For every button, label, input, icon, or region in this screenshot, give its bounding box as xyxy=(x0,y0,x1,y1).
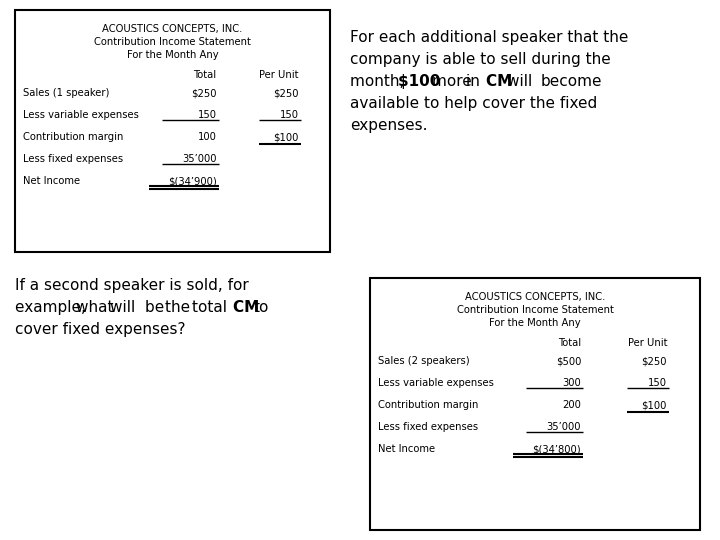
Text: Per Unit: Per Unit xyxy=(259,70,299,80)
Text: month,: month, xyxy=(350,74,409,89)
Text: 200: 200 xyxy=(562,400,581,410)
Text: Contribution Income Statement: Contribution Income Statement xyxy=(456,305,613,315)
Text: 150: 150 xyxy=(648,378,667,388)
Text: will: will xyxy=(110,300,140,315)
Text: Less variable expenses: Less variable expenses xyxy=(23,110,139,120)
Text: will: will xyxy=(507,74,537,89)
Text: example,: example, xyxy=(15,300,91,315)
Text: Total: Total xyxy=(194,70,217,80)
Text: cover fixed expenses?: cover fixed expenses? xyxy=(15,322,186,337)
Text: be: be xyxy=(145,300,168,315)
Text: CM: CM xyxy=(233,300,265,315)
Text: CM: CM xyxy=(487,74,518,89)
Text: For the Month Any: For the Month Any xyxy=(127,50,218,60)
Text: 35’000: 35’000 xyxy=(182,154,217,164)
Text: Less fixed expenses: Less fixed expenses xyxy=(23,154,123,164)
Text: $250: $250 xyxy=(273,88,299,98)
Text: $500: $500 xyxy=(556,356,581,366)
Text: $100: $100 xyxy=(397,74,446,89)
Text: Contribution Income Statement: Contribution Income Statement xyxy=(94,37,251,47)
Text: in: in xyxy=(466,74,485,89)
Text: Net Income: Net Income xyxy=(378,444,435,454)
Text: 150: 150 xyxy=(197,110,217,120)
Text: Sales (2 speakers): Sales (2 speakers) xyxy=(378,356,469,366)
Text: available to help cover the fixed: available to help cover the fixed xyxy=(350,96,598,111)
Bar xyxy=(15,10,330,252)
Text: Total: Total xyxy=(558,338,581,348)
Text: total: total xyxy=(192,300,232,315)
Text: 150: 150 xyxy=(279,110,299,120)
Text: expenses.: expenses. xyxy=(350,118,428,133)
Text: ACOUSTICS CONCEPTS, INC.: ACOUSTICS CONCEPTS, INC. xyxy=(465,292,606,302)
Text: 100: 100 xyxy=(198,132,217,142)
Text: Contribution margin: Contribution margin xyxy=(23,132,123,142)
Text: Per Unit: Per Unit xyxy=(628,338,667,348)
Text: For the Month Any: For the Month Any xyxy=(489,318,581,328)
Text: Less variable expenses: Less variable expenses xyxy=(378,378,494,388)
Text: $(34’800): $(34’800) xyxy=(533,444,581,454)
Text: If a second speaker is sold, for: If a second speaker is sold, for xyxy=(15,278,248,293)
Text: 35’000: 35’000 xyxy=(546,422,581,432)
Text: $100: $100 xyxy=(273,132,299,142)
Text: the: the xyxy=(165,300,195,315)
Text: become: become xyxy=(541,74,603,89)
Text: $250: $250 xyxy=(191,88,217,98)
Text: Sales (1 speaker): Sales (1 speaker) xyxy=(23,88,109,98)
Text: $(34’900): $(34’900) xyxy=(168,176,217,186)
Text: ACOUSTICS CONCEPTS, INC.: ACOUSTICS CONCEPTS, INC. xyxy=(102,24,243,34)
Text: Net Income: Net Income xyxy=(23,176,80,186)
Text: company is able to sell during the: company is able to sell during the xyxy=(350,52,611,67)
Text: to: to xyxy=(253,300,269,315)
Text: 300: 300 xyxy=(562,378,581,388)
Text: what: what xyxy=(76,300,119,315)
Text: For each additional speaker that the: For each additional speaker that the xyxy=(350,30,629,45)
Bar xyxy=(370,278,700,530)
Text: Contribution margin: Contribution margin xyxy=(378,400,478,410)
Text: $250: $250 xyxy=(642,356,667,366)
Text: $100: $100 xyxy=(642,400,667,410)
Text: more: more xyxy=(432,74,477,89)
Text: Less fixed expenses: Less fixed expenses xyxy=(378,422,478,432)
